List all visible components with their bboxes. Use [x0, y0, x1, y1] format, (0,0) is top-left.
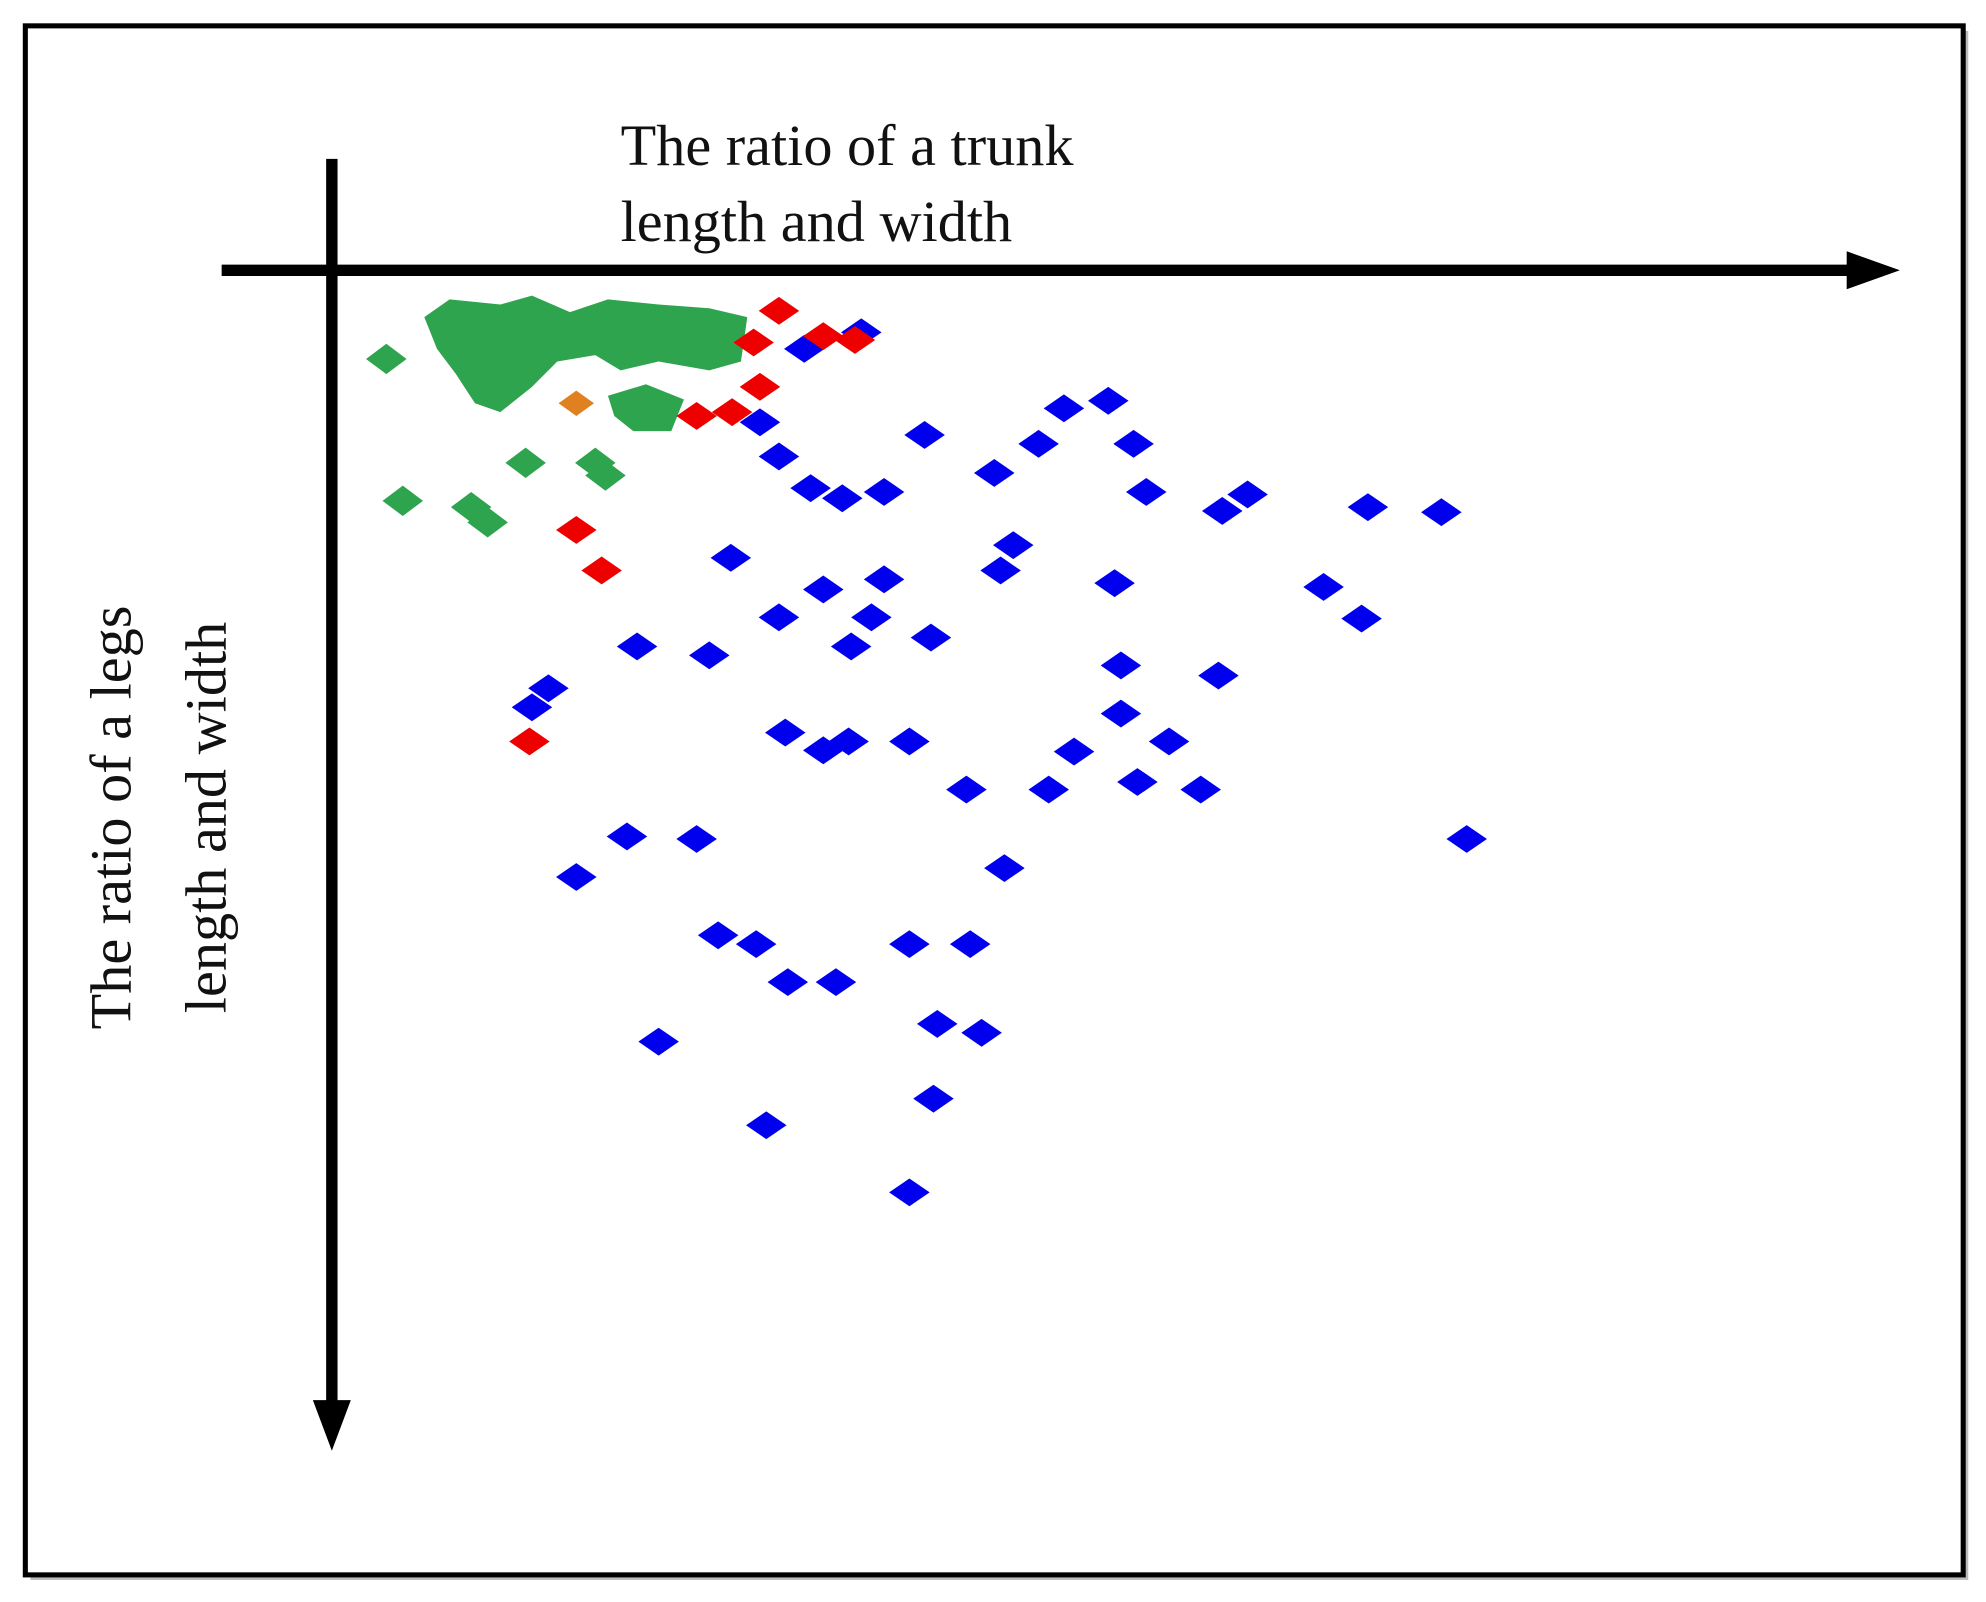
blue-point	[946, 775, 987, 804]
y-axis-label-group: The ratio of a legs length and width	[78, 606, 238, 1030]
blue-point	[746, 1111, 787, 1140]
blue-point	[1094, 569, 1135, 598]
blue-point	[765, 718, 806, 747]
red-point	[676, 402, 717, 430]
blue-point	[830, 632, 872, 661]
blue-point	[511, 693, 553, 722]
green-point	[473, 371, 515, 403]
x-axis-label: The ratio of a trunk	[621, 113, 1075, 178]
blue-point	[1303, 573, 1344, 601]
blue-point	[528, 674, 569, 703]
red-point	[556, 516, 597, 544]
blue-point	[697, 921, 739, 950]
blue-point	[758, 442, 800, 471]
green-point	[467, 507, 508, 538]
blue-point	[1446, 825, 1487, 853]
blue-point	[1100, 651, 1142, 680]
red-point	[509, 727, 550, 756]
blue-point	[1053, 737, 1095, 766]
blue-point	[961, 1018, 1002, 1047]
blue-point	[676, 825, 717, 853]
orange-point	[558, 390, 595, 416]
blue-point	[1148, 727, 1190, 756]
y-arrow	[312, 1400, 351, 1451]
blue-point	[815, 968, 857, 997]
blue-point	[1125, 478, 1167, 506]
blue-point	[828, 727, 869, 756]
blue-point	[1087, 386, 1129, 415]
blue-point	[889, 727, 930, 756]
blue-point	[1180, 775, 1221, 804]
blue-point	[917, 1009, 958, 1038]
blue-point	[984, 854, 1025, 883]
blue-point	[910, 623, 952, 652]
green-point	[366, 343, 407, 375]
blue-point	[1341, 604, 1382, 633]
red-point	[834, 326, 876, 354]
blue-point	[1347, 493, 1389, 522]
green-point	[505, 447, 546, 479]
blue-point	[993, 531, 1034, 560]
blue-point	[767, 968, 809, 997]
red-point	[711, 398, 753, 427]
y-axis-label: length and width	[173, 622, 238, 1014]
x-axis-label: length and width	[621, 189, 1013, 254]
blue-point	[1028, 775, 1069, 804]
green-cluster	[607, 384, 684, 432]
frame	[22, 23, 1966, 1578]
axes	[221, 158, 1900, 1451]
y-axis-label: The ratio of a legs	[78, 606, 143, 1030]
green-point	[382, 485, 424, 517]
red-point	[733, 328, 774, 357]
blue-point	[1100, 699, 1142, 728]
blue-point	[1227, 480, 1268, 509]
blue-point	[1201, 497, 1243, 525]
blue-point	[1043, 394, 1085, 423]
blue-point	[1113, 429, 1154, 458]
blue-point	[556, 863, 597, 891]
x-arrow	[1846, 251, 1900, 290]
